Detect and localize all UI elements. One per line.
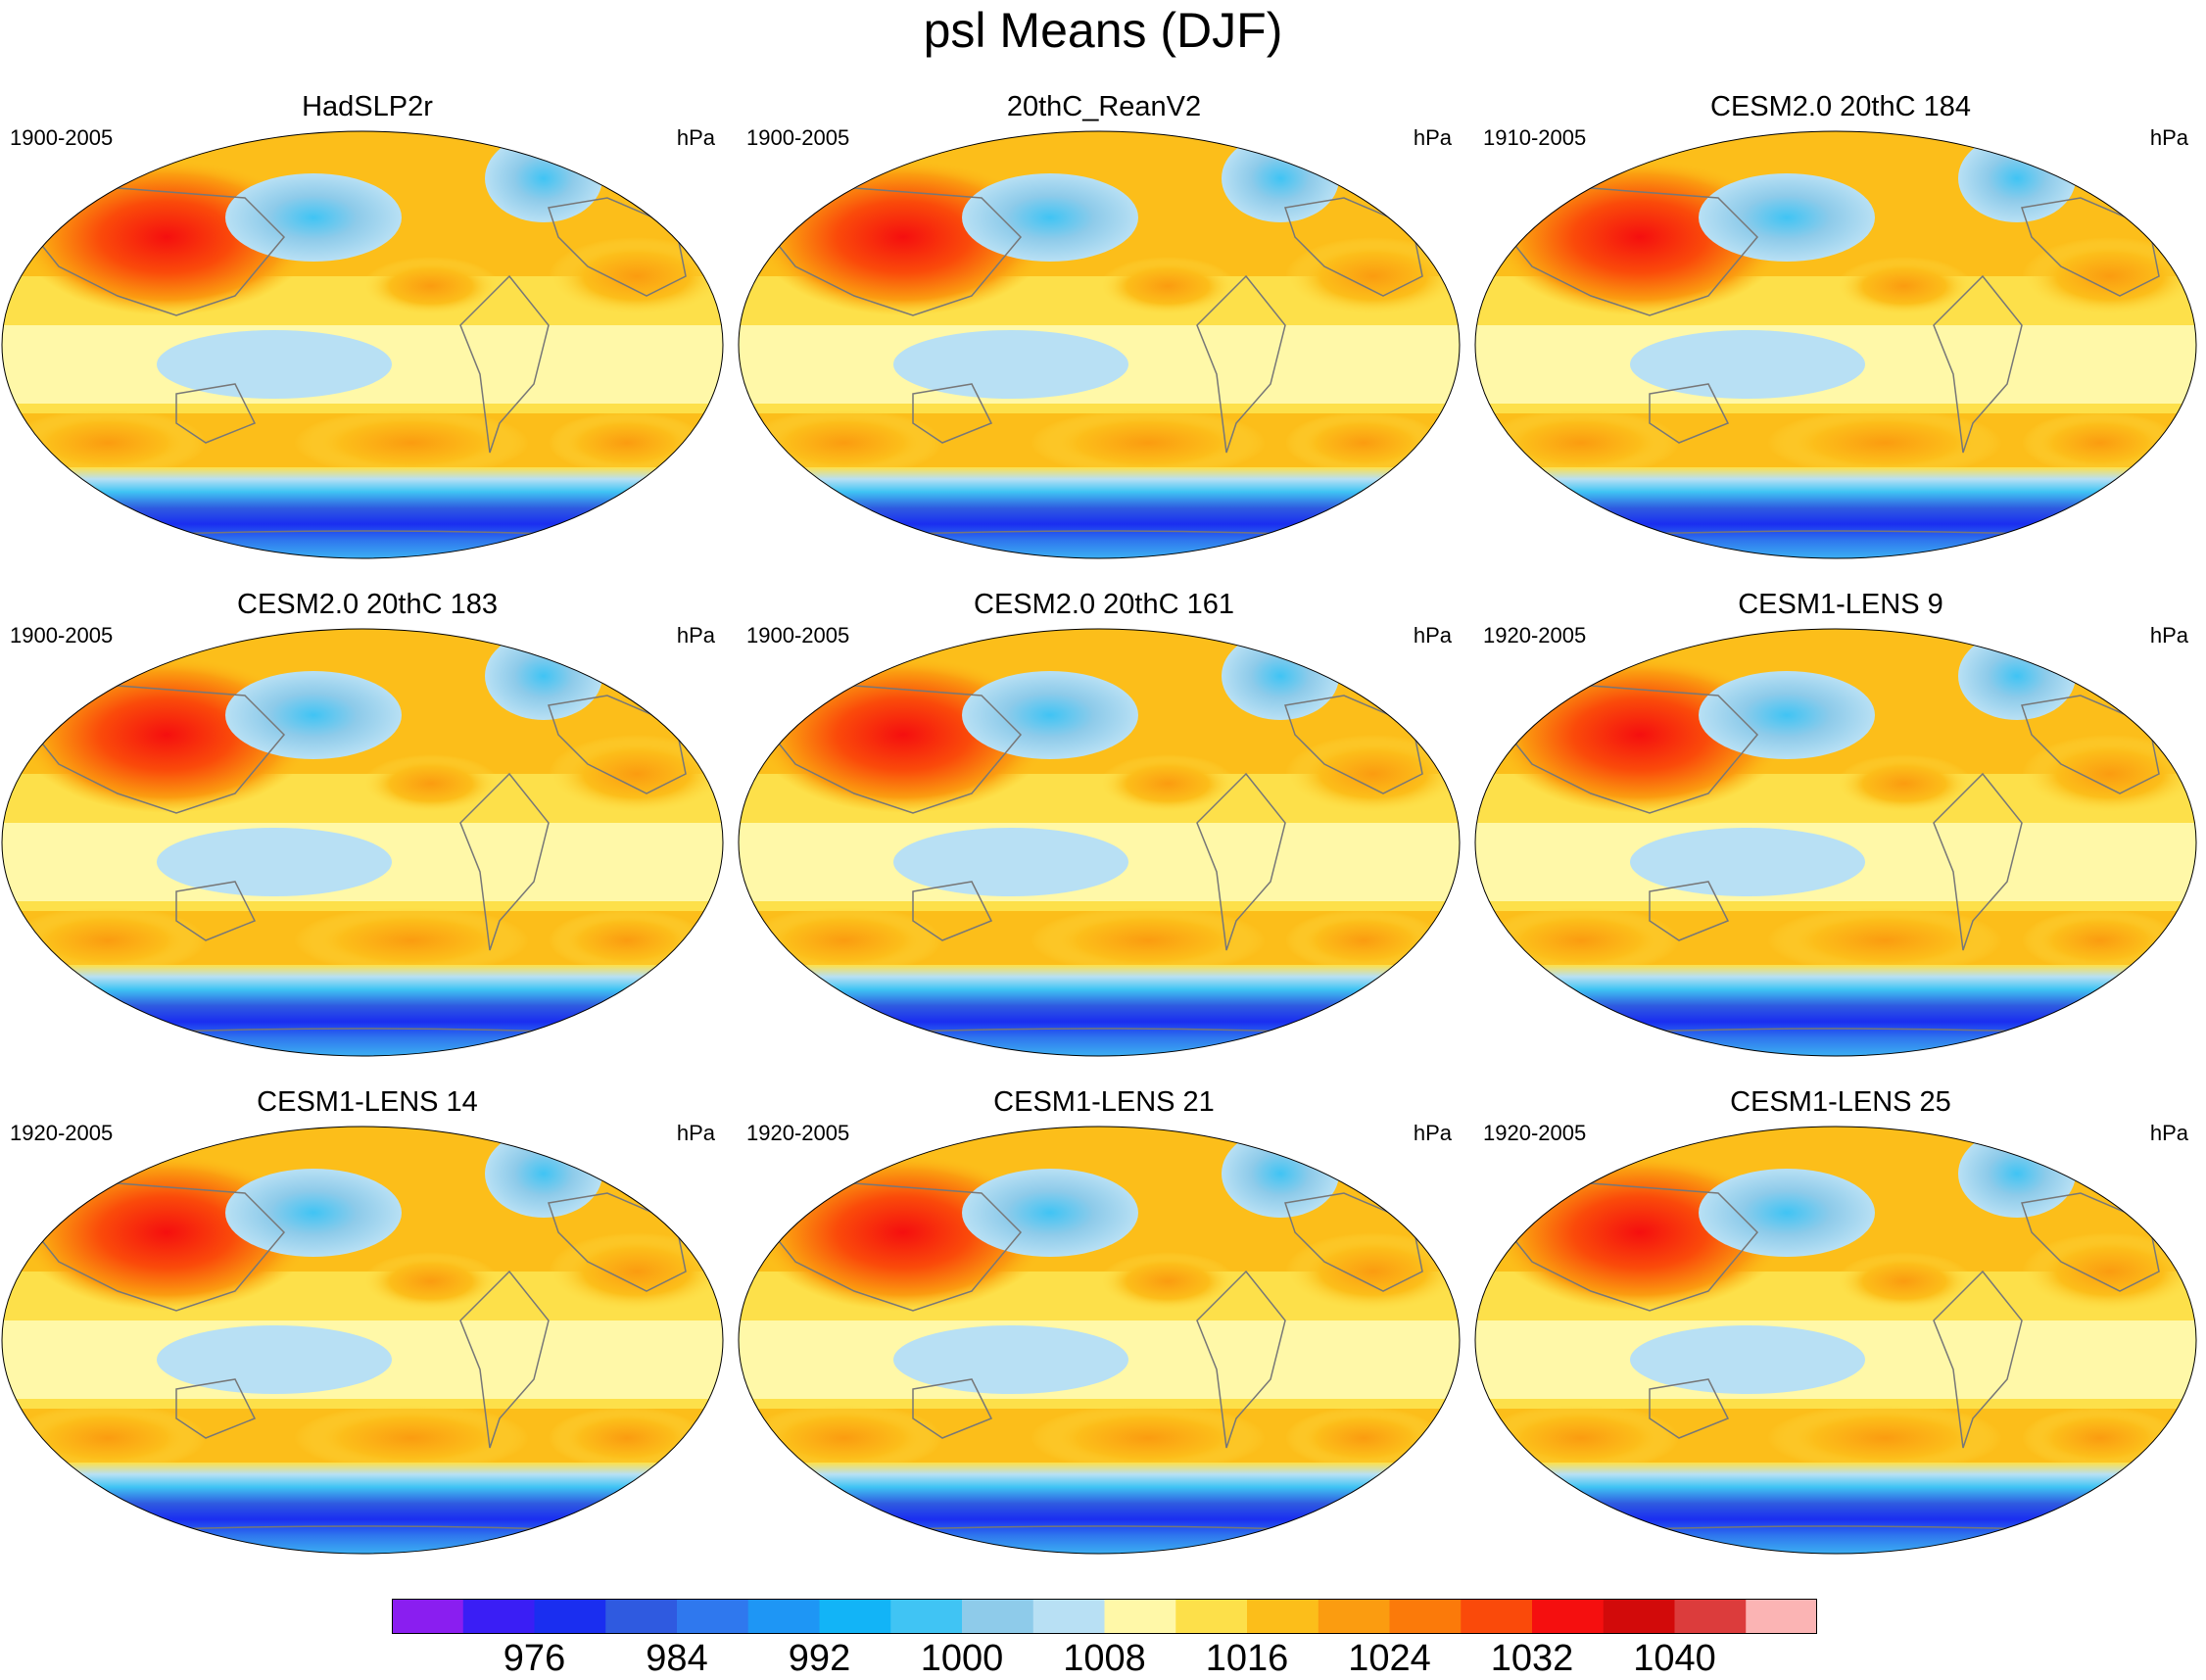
colorbar-frame: [392, 1599, 1817, 1634]
panel-years: 1910-2005: [1483, 125, 1587, 150]
map-panel: 20thC_ReanV2 1900-2005 hPa: [737, 90, 1471, 580]
colorbar-swatch: [747, 1599, 820, 1634]
pressure-map: [1, 130, 724, 559]
map-panel: CESM1-LENS 14 1920-2005 hPa: [0, 1085, 735, 1575]
panel-title: HadSLP2r: [302, 91, 433, 122]
colorbar-swatch: [1603, 1599, 1675, 1634]
panel-title: CESM2.0 20thC 184: [1710, 91, 1971, 122]
colorbar-swatch: [462, 1599, 535, 1634]
panel-title: CESM1-LENS 14: [257, 1086, 478, 1118]
colorbar-swatch: [1318, 1599, 1390, 1634]
colorbar-swatch: [605, 1599, 678, 1634]
colorbar-label: 992: [788, 1638, 851, 1679]
colorbar-swatch: [1247, 1599, 1319, 1634]
colorbar-swatch: [1104, 1599, 1176, 1634]
panel-title: CESM1-LENS 21: [993, 1086, 1215, 1118]
panel-title: CESM1-LENS 25: [1730, 1086, 1951, 1118]
panel-title: 20thC_ReanV2: [1006, 91, 1202, 122]
colorbar-label: 984: [646, 1638, 708, 1679]
map-panel: CESM1-LENS 25 1920-2005 hPa: [1473, 1085, 2206, 1575]
map-panel: HadSLP2r 1900-2005 hPa: [0, 90, 735, 580]
pressure-map: [738, 628, 1461, 1057]
panel-years: 1900-2005: [746, 623, 850, 648]
panel-units: hPa: [676, 1121, 715, 1145]
panel-years: 1920-2005: [10, 1121, 114, 1145]
pressure-map: [738, 1126, 1461, 1555]
colorbar-swatch: [677, 1599, 749, 1634]
colorbar-label: 1032: [1490, 1638, 1574, 1679]
panel-units: hPa: [676, 623, 715, 648]
colorbar-label: 1024: [1348, 1638, 1431, 1679]
colorbar-swatch: [962, 1599, 1034, 1634]
colorbar-swatch: [392, 1599, 464, 1634]
colorbar-swatch: [1389, 1599, 1462, 1634]
colorbar-swatch: [1532, 1599, 1605, 1634]
colorbar-swatch: [1746, 1599, 1817, 1634]
map-panel: CESM2.0 20thC 161 1900-2005 hPa: [737, 588, 1471, 1078]
panel-units: hPa: [1413, 623, 1452, 648]
panel-units: hPa: [1413, 1121, 1452, 1145]
colorbar-label: 1040: [1633, 1638, 1716, 1679]
panel-years: 1900-2005: [10, 125, 114, 150]
colorbar-swatch: [890, 1599, 963, 1634]
panel-title: CESM2.0 20thC 183: [237, 589, 498, 620]
map-panel: CESM2.0 20thC 183 1900-2005 hPa: [0, 588, 735, 1078]
colorbar-swatch: [1032, 1599, 1105, 1634]
colorbar-label: 976: [503, 1638, 566, 1679]
pressure-map: [1474, 628, 2197, 1057]
pressure-map: [1474, 1126, 2197, 1555]
panel-units: hPa: [2149, 623, 2188, 648]
pressure-map: [1, 1126, 724, 1555]
panel-units: hPa: [2149, 125, 2188, 150]
panel-title: CESM2.0 20thC 161: [974, 589, 1234, 620]
pressure-map: [1, 628, 724, 1057]
panel-units: hPa: [2149, 1121, 2188, 1145]
colorbar-swatch: [1674, 1599, 1747, 1634]
colorbar-label: 1000: [920, 1638, 1004, 1679]
colorbar-swatch: [534, 1599, 606, 1634]
colorbar-swatch: [1175, 1599, 1248, 1634]
colorbar-swatch: [1461, 1599, 1533, 1634]
map-panel: CESM2.0 20thC 184 1910-2005 hPa: [1473, 90, 2206, 580]
map-panel: CESM1-LENS 21 1920-2005 hPa: [737, 1085, 1471, 1575]
panel-title: CESM1-LENS 9: [1738, 589, 1943, 620]
colorbar-label: 1016: [1205, 1638, 1289, 1679]
pressure-map: [738, 130, 1461, 559]
panel-years: 1900-2005: [10, 623, 114, 648]
panel-years: 1920-2005: [1483, 1121, 1587, 1145]
pressure-map: [1474, 130, 2197, 559]
colorbar-swatch: [819, 1599, 891, 1634]
panel-years: 1920-2005: [746, 1121, 850, 1145]
colorbar-label: 1008: [1063, 1638, 1146, 1679]
panel-years: 1920-2005: [1483, 623, 1587, 648]
colorbar: [392, 1599, 1817, 1634]
figure-title: psl Means (DJF): [923, 3, 1283, 58]
panel-units: hPa: [1413, 125, 1452, 150]
panel-units: hPa: [676, 125, 715, 150]
map-panel: CESM1-LENS 9 1920-2005 hPa: [1473, 588, 2206, 1078]
panel-years: 1900-2005: [746, 125, 850, 150]
